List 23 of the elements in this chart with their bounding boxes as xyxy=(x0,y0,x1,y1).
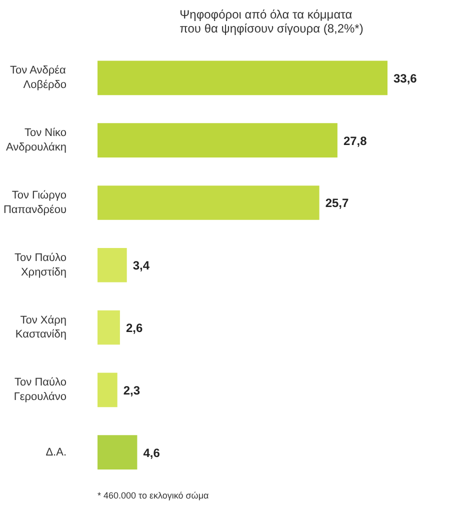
data-label: 25,7 xyxy=(325,196,349,210)
data-label: 27,8 xyxy=(343,134,368,148)
bar xyxy=(98,60,388,96)
data-label: 3,4 xyxy=(132,258,150,273)
bar xyxy=(98,310,120,345)
y-tick-label: Τον Παύλο Χρηστίδη xyxy=(14,252,67,278)
y-tick-label: Τον Παύλο Γερουλάνο xyxy=(14,376,67,404)
bar xyxy=(98,372,118,408)
y-tick-label: Τον Ανδρέα Λοβέρδο xyxy=(10,64,67,92)
y-tick-label: Δ.Α. xyxy=(46,446,66,458)
text: * 460.000 το εκλογικό σώμα xyxy=(98,490,209,500)
y-tick-label: Τον Νίκο Ανδρουλάκη xyxy=(6,127,67,154)
bar xyxy=(98,248,127,282)
bar xyxy=(98,186,320,220)
data-label: 2,3 xyxy=(123,383,140,398)
bar xyxy=(98,123,338,158)
data-label: 2,6 xyxy=(126,321,143,336)
data-label: 33,6 xyxy=(394,71,418,86)
chart-title: Ψηφοφόροι από όλα τα κόμματα που θα ψηφίσουν σίγουρα (8,2%*) xyxy=(180,8,364,36)
data-label: 4,6 xyxy=(143,446,160,460)
y-tick-label: Τον Χάρη Καστανίδη xyxy=(15,314,67,341)
bar xyxy=(98,435,138,470)
y-tick-label: Τον Γιώργο Παπανδρέου xyxy=(3,190,67,216)
